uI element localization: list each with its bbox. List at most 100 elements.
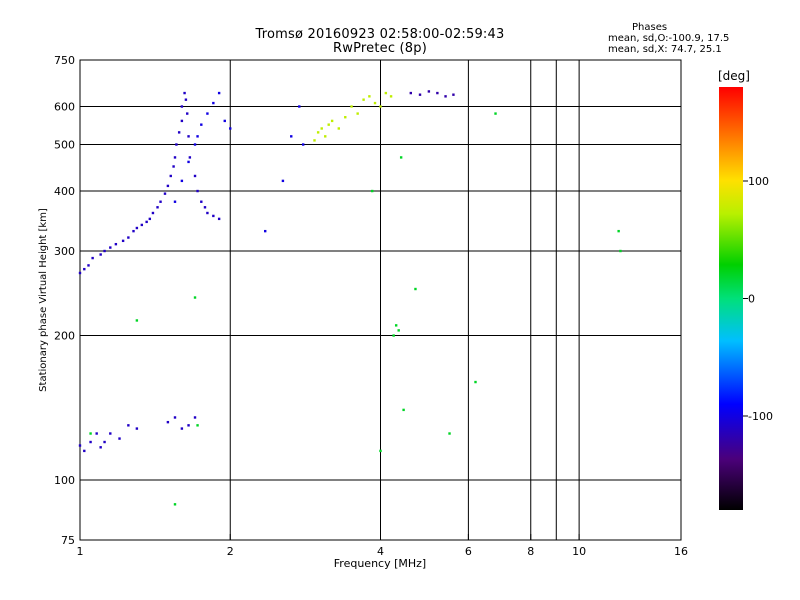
- colorbar-tick-label: -100: [748, 410, 773, 423]
- scatter-point: [290, 135, 293, 138]
- x-tick-label: 2: [227, 545, 234, 558]
- scatter-point: [223, 119, 226, 123]
- scatter-point: [344, 116, 347, 119]
- scatter-point: [350, 105, 353, 108]
- scatter-point: [196, 135, 199, 138]
- y-tick-label: 500: [54, 139, 75, 152]
- scatter-point: [184, 98, 188, 101]
- scatter-point: [193, 143, 197, 146]
- scatter-point: [301, 143, 305, 146]
- y-tick-label: 400: [54, 185, 75, 198]
- scatter-point: [193, 416, 197, 419]
- scatter-point: [217, 217, 221, 221]
- x-tick-label: 16: [674, 545, 688, 558]
- scatter-point: [324, 135, 327, 138]
- scatter-point: [379, 105, 382, 108]
- scatter-point: [166, 420, 170, 424]
- stats-line-o: mean, sd,O:-100.9, 17.5: [608, 33, 730, 44]
- scatter-point: [188, 156, 192, 159]
- scatter-point: [427, 90, 431, 93]
- scatter-point: [281, 179, 285, 183]
- x-tick-label: 6: [465, 545, 472, 558]
- scatter-point: [394, 324, 398, 327]
- scatter-point: [135, 319, 139, 322]
- scatter-point: [180, 119, 184, 123]
- scatter-point: [200, 200, 203, 203]
- scatter-point: [196, 424, 199, 427]
- scatter-point: [436, 91, 439, 95]
- y-tick-label: 300: [54, 245, 75, 258]
- scatter-point: [83, 449, 86, 453]
- scatter-point: [135, 226, 139, 230]
- scatter-point: [206, 211, 209, 215]
- grid-lines: [80, 60, 681, 540]
- scatter-point: [619, 249, 622, 253]
- scatter-point: [175, 143, 178, 146]
- scatter-point: [121, 239, 125, 243]
- chart-subtitle: RwPretec (8p): [333, 41, 427, 56]
- y-tick-label: 600: [54, 101, 75, 114]
- scatter-point: [109, 432, 112, 435]
- scatter-point: [356, 112, 359, 115]
- y-tick-labels: 75 100 200 300 400 500 600 750: [54, 54, 75, 547]
- scatter-point: [159, 200, 162, 203]
- scatter-point: [99, 253, 102, 256]
- y-axis-label: Stationary phase Virtual Height [km]: [38, 208, 49, 392]
- scatter-point: [166, 184, 170, 188]
- scatter-point: [414, 287, 417, 291]
- scatter-point: [212, 214, 215, 218]
- scatter-point: [114, 242, 118, 246]
- scatter-point: [399, 156, 403, 159]
- scatter-point: [95, 432, 98, 435]
- scatter-point: [397, 329, 400, 332]
- colorbar-label: [deg]: [718, 69, 750, 83]
- scatter-point: [320, 127, 323, 130]
- scatter-point: [187, 424, 190, 427]
- scatter-point: [151, 211, 155, 215]
- colorbar-ticks: -100 0 100: [743, 175, 773, 423]
- scatter-point: [148, 217, 152, 221]
- scatter-point: [109, 246, 112, 249]
- scatter-point: [203, 206, 207, 209]
- colorbar: [deg] -100 0 100: [718, 69, 773, 510]
- scatter-point: [173, 156, 177, 159]
- scatter-point: [132, 229, 135, 233]
- scatter-point: [212, 101, 215, 105]
- scatter-point: [180, 179, 184, 183]
- scatter-point: [196, 189, 199, 193]
- scatter-point: [78, 271, 82, 275]
- data-points: [78, 90, 622, 506]
- scatter-point: [384, 91, 388, 95]
- scatter-point: [316, 131, 320, 134]
- scatter-point: [127, 424, 130, 427]
- scatter-point: [177, 131, 181, 134]
- scatter-point: [99, 446, 102, 449]
- scatter-point: [173, 503, 177, 506]
- chart-title: Tromsø 20160923 02:58:00-02:59:43: [255, 27, 505, 42]
- scatter-point: [140, 223, 144, 227]
- scatter-point: [229, 127, 232, 130]
- scatter-point: [87, 264, 90, 267]
- x-tick-labels: 1 2 4 6 8 10 16: [77, 534, 688, 558]
- scatter-point: [186, 112, 189, 115]
- scatter-point: [135, 427, 139, 430]
- scatter-point: [91, 256, 94, 260]
- scatter-point: [187, 135, 190, 138]
- scatter-point: [452, 93, 455, 96]
- scatter-point: [83, 267, 86, 271]
- x-tick-label: 10: [572, 545, 586, 558]
- scatter-point: [173, 200, 177, 203]
- scatter-point: [193, 296, 197, 299]
- scatter-point: [371, 189, 374, 193]
- scatter-point: [217, 91, 221, 95]
- x-axis-label: Frequency [MHz]: [334, 557, 426, 570]
- scatter-point: [368, 95, 371, 98]
- y-tick-label: 100: [54, 474, 75, 487]
- scatter-point: [379, 449, 382, 453]
- scatter-point: [183, 91, 186, 95]
- scatter-point: [169, 174, 172, 178]
- scatter-point: [118, 437, 121, 440]
- scatter-point: [103, 440, 106, 444]
- scatter-point: [444, 95, 447, 98]
- scatter-point: [392, 334, 395, 337]
